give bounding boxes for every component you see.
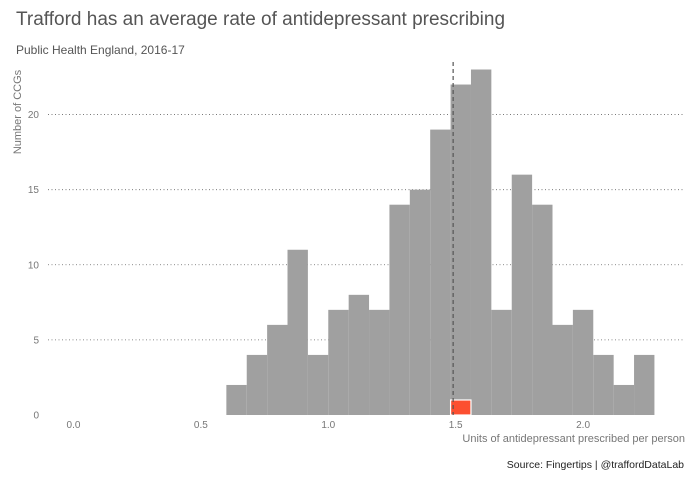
histogram-bar <box>307 354 329 415</box>
x-tick-label: 0.5 <box>194 420 208 431</box>
histogram-bars <box>226 69 655 416</box>
histogram-bar <box>491 309 512 415</box>
histogram-bar <box>470 69 492 416</box>
histogram-bar <box>328 309 349 415</box>
y-tick-label: 20 <box>28 110 40 121</box>
y-tick-label: 0 <box>33 411 39 422</box>
histogram-bar <box>430 129 451 415</box>
x-tick-label: 2.0 <box>576 420 590 431</box>
y-tick-label: 10 <box>28 260 40 271</box>
histogram-bar <box>226 384 247 415</box>
histogram-bar <box>348 294 370 415</box>
histogram-bar <box>532 204 553 415</box>
y-axis-ticks: 0 5 10 15 20 <box>28 110 40 421</box>
highlight-bar-trafford <box>449 399 472 416</box>
histogram-bar <box>634 354 655 415</box>
histogram-bar <box>593 354 614 415</box>
y-tick-label: 15 <box>28 185 40 196</box>
histogram-bar <box>409 189 431 415</box>
histogram-bar <box>369 309 390 415</box>
source-caption: Source: Fingertips | @traffordDataLab <box>506 459 684 471</box>
y-tick-label: 5 <box>33 335 39 346</box>
x-axis-ticks: 0.0 0.5 1.0 1.5 2.0 <box>67 420 591 431</box>
histogram-bar <box>267 324 288 415</box>
histogram-bar <box>552 324 573 415</box>
histogram-bar <box>450 84 471 415</box>
x-tick-label: 1.5 <box>449 420 463 431</box>
x-tick-label: 1.0 <box>321 420 335 431</box>
histogram-bar <box>287 249 308 415</box>
histogram-bar <box>389 204 410 415</box>
x-tick-label: 0.0 <box>67 420 81 431</box>
histogram-bar <box>246 354 268 415</box>
x-axis-label: Units of antidepressant prescribed per p… <box>462 433 685 445</box>
histogram-bar <box>613 384 635 415</box>
histogram-bar <box>511 174 533 415</box>
y-axis-label: Number of CCGs <box>12 69 24 154</box>
chart-subtitle: Public Health England, 2016-17 <box>16 43 185 57</box>
chart-title: Trafford has an average rate of antidepr… <box>16 9 506 30</box>
highlight-layer <box>449 399 472 416</box>
histogram-bar <box>572 309 594 415</box>
